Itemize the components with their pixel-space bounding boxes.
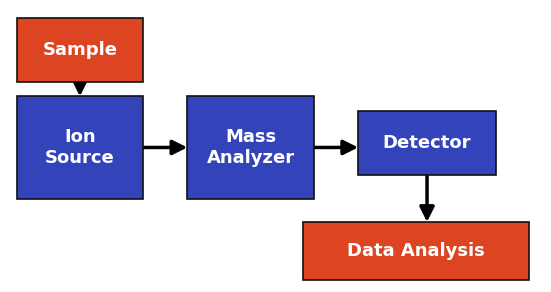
FancyBboxPatch shape [187, 96, 314, 199]
Text: Ion
Source: Ion Source [45, 128, 115, 167]
FancyBboxPatch shape [303, 222, 529, 280]
FancyBboxPatch shape [358, 111, 496, 175]
Text: Detector: Detector [383, 134, 471, 152]
FancyBboxPatch shape [17, 96, 143, 199]
Text: Data Analysis: Data Analysis [347, 242, 485, 260]
FancyBboxPatch shape [17, 18, 143, 82]
Text: Mass
Analyzer: Mass Analyzer [207, 128, 295, 167]
Text: Sample: Sample [42, 41, 117, 59]
